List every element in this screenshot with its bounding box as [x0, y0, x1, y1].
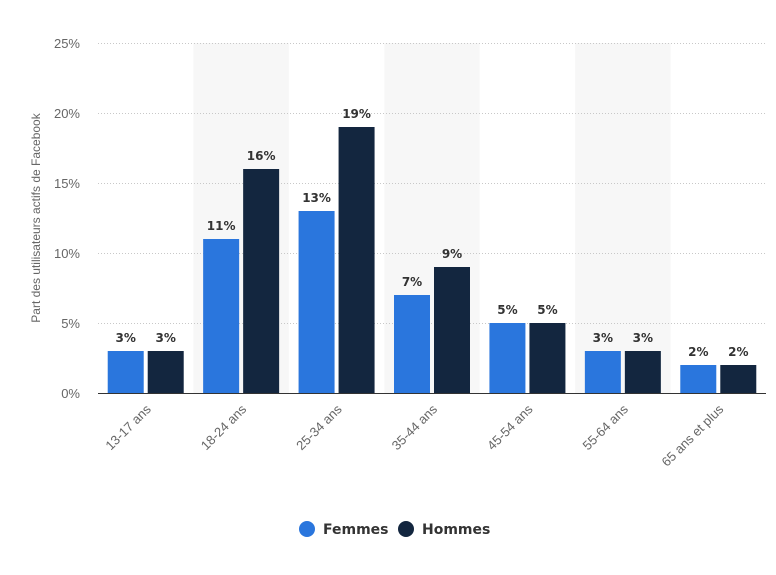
y-tick-label: 20% — [54, 106, 80, 121]
y-tick-label: 10% — [54, 246, 80, 261]
bar-hommes[interactable] — [147, 351, 184, 393]
legend-marker — [398, 521, 414, 537]
x-tick-label: 13-17 ans — [102, 401, 154, 453]
y-axis-label: Part des utilisateurs actifs de Facebook — [29, 112, 43, 322]
legend-marker — [299, 521, 315, 537]
data-label: 19% — [342, 107, 371, 121]
legend-label: Femmes — [323, 522, 389, 538]
data-label: 9% — [442, 247, 462, 261]
legend-label: Hommes — [422, 522, 490, 538]
data-label: 3% — [156, 331, 176, 345]
bar-hommes[interactable] — [434, 267, 470, 393]
bar-femmes[interactable] — [298, 211, 335, 393]
data-label: 3% — [633, 331, 653, 345]
category-bands — [193, 43, 671, 393]
bar-hommes[interactable] — [243, 169, 280, 393]
legend-item-femmes[interactable]: Femmes — [299, 521, 389, 538]
data-label: 3% — [593, 331, 613, 345]
x-tick-label: 35-44 ans — [389, 401, 441, 453]
bar-hommes[interactable] — [720, 365, 757, 393]
data-label: 5% — [537, 303, 557, 317]
data-label: 2% — [688, 345, 708, 359]
bar-femmes[interactable] — [680, 365, 717, 393]
y-tick-label: 15% — [54, 176, 80, 191]
data-label: 5% — [497, 303, 517, 317]
bar-femmes[interactable] — [394, 295, 430, 393]
data-labels: 3% 3% 11% 16% 13% 19% 7% 9% 5% 5% 3% 3% 2% 2% — [116, 107, 749, 359]
legend-item-hommes[interactable]: Hommes — [398, 521, 490, 538]
x-tick-label: 25-34 ans — [293, 401, 345, 453]
category-band — [575, 43, 671, 393]
data-label: 3% — [116, 331, 136, 345]
bar-femmes[interactable] — [203, 239, 240, 393]
x-tick-label: 45-54 ans — [484, 401, 536, 453]
x-axis-ticks: 13-17 ans 18-24 ans 25-34 ans 35-44 ans 45-5… — [102, 401, 726, 469]
y-axis-ticks: 0% 5% 10% 15% 20% 25% — [54, 36, 80, 401]
bar-hommes[interactable] — [624, 351, 661, 393]
data-label: 16% — [247, 149, 276, 163]
bar-femmes[interactable] — [584, 351, 621, 393]
bar-hommes[interactable] — [338, 127, 375, 393]
data-label: 7% — [402, 275, 422, 289]
legend[interactable]: Femmes Hommes — [299, 521, 490, 538]
bars — [107, 127, 757, 393]
data-label: 2% — [728, 345, 748, 359]
y-tick-label: 0% — [61, 386, 80, 401]
data-label: 11% — [207, 219, 236, 233]
x-tick-label: 18-24 ans — [198, 401, 250, 453]
bar-hommes[interactable] — [529, 323, 566, 393]
x-tick-label: 65 ans et plus — [659, 401, 727, 469]
y-tick-label: 25% — [54, 36, 80, 51]
x-tick-label: 55-64 ans — [579, 401, 631, 453]
bar-femmes[interactable] — [107, 351, 144, 393]
bar-femmes[interactable] — [489, 323, 526, 393]
data-label: 13% — [302, 191, 331, 205]
y-tick-label: 5% — [61, 316, 80, 331]
